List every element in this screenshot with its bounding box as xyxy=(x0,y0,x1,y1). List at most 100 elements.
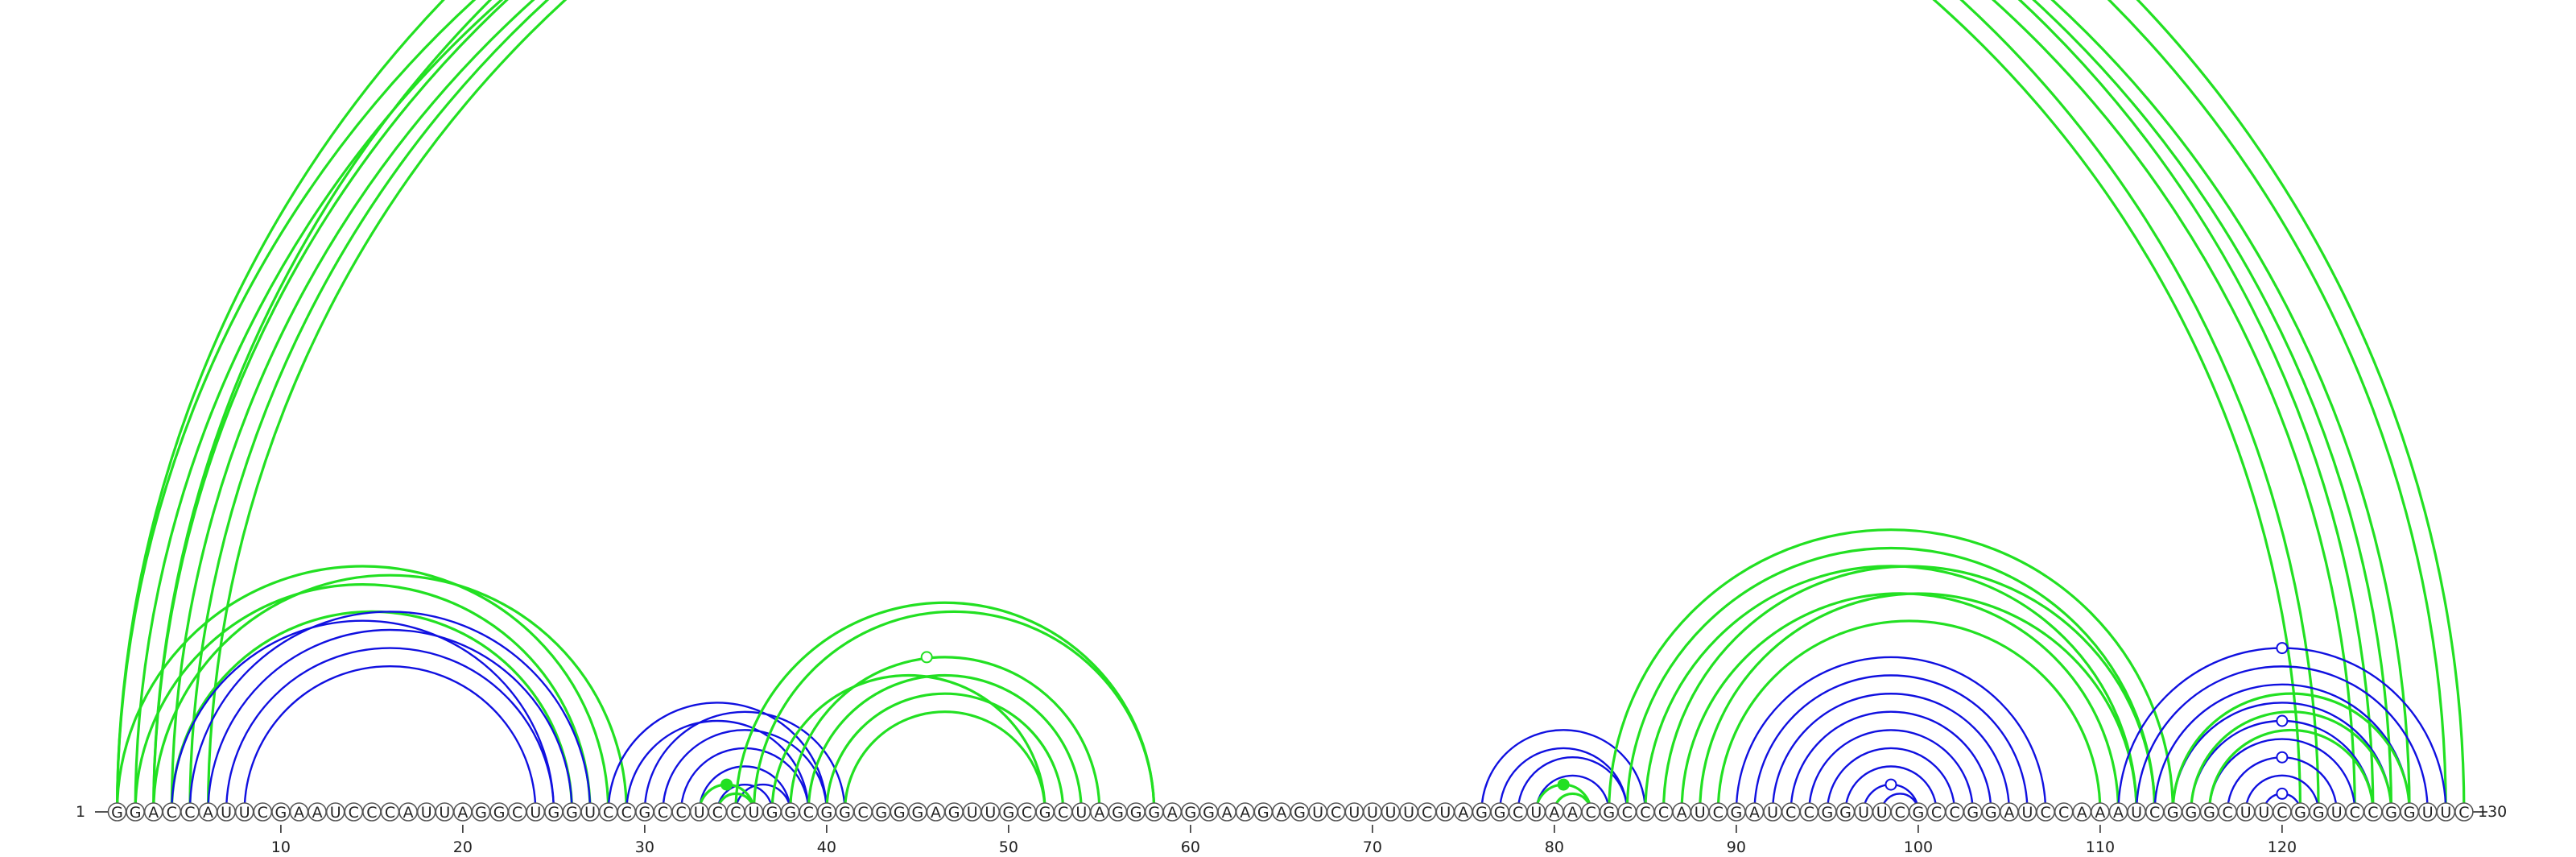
nucleotide-56: G xyxy=(1108,802,1128,822)
nucleotide-letter: G xyxy=(948,804,960,822)
blue-arc-30-41 xyxy=(643,710,846,813)
green-arc-4-124 xyxy=(170,0,2356,813)
green-arc-88-112 xyxy=(1699,592,2138,813)
nucleotide-letter: G xyxy=(2203,804,2215,822)
nucleotide-letter: C xyxy=(730,804,741,822)
nucleotide-letter: C xyxy=(1585,804,1596,822)
nucleotide-letter: A xyxy=(203,804,213,822)
nucleotide-letter: U xyxy=(1530,804,1542,822)
nucleotide-letter: A xyxy=(1240,804,1250,822)
nucleotide-letter: C xyxy=(2458,804,2469,822)
blue-arc-4-25 xyxy=(171,619,555,813)
nucleotide-83: G xyxy=(1599,802,1619,822)
nucleotide-6: A xyxy=(198,802,218,822)
nucleotide-42: C xyxy=(853,802,873,822)
nucleotide-79: U xyxy=(1526,802,1546,822)
tick-label-80: 80 xyxy=(1545,838,1564,856)
nucleotide-letter: G xyxy=(566,804,578,822)
green-arc-35-58 xyxy=(734,601,1156,813)
nucleotide-letter: C xyxy=(2058,804,2069,822)
nucleotide-letter: G xyxy=(111,804,123,822)
nucleotide-letter: C xyxy=(2040,804,2050,822)
nucleotide-92: U xyxy=(1763,802,1782,822)
nucleotide-letter: C xyxy=(603,804,613,822)
nucleotide-121: G xyxy=(2290,802,2310,822)
tick-label-40: 40 xyxy=(817,838,836,856)
nucleotide-89: C xyxy=(1708,802,1728,822)
nucleotide-61: G xyxy=(1199,802,1219,822)
nucleotide-38: G xyxy=(780,802,800,822)
nucleotide-letter: C xyxy=(1640,804,1650,822)
nucleotide-letter: C xyxy=(1022,804,1032,822)
nucleotide-30: G xyxy=(635,802,654,822)
blue-arc-91-106 xyxy=(1753,674,2029,813)
nucleotide-14: C xyxy=(344,802,364,822)
nucleotide-40: G xyxy=(817,802,836,822)
nucleotide-3: A xyxy=(143,802,163,822)
nucleotide-letter: G xyxy=(1603,804,1615,822)
nucleotide-85: C xyxy=(1636,802,1655,822)
nucleotide-115: G xyxy=(2182,802,2201,822)
nucleotide-106: U xyxy=(2017,802,2037,822)
nucleotide-15: C xyxy=(362,802,382,822)
nucleotide-54: U xyxy=(1071,802,1092,822)
nucleotide-2: G xyxy=(126,802,145,822)
nucleotide-letter: U xyxy=(1312,804,1323,822)
nucleotide-82: C xyxy=(1581,802,1600,822)
nucleotide-52: G xyxy=(1035,802,1055,822)
nucleotide-letter: U xyxy=(2331,804,2343,822)
nucleotide-25: G xyxy=(544,802,564,822)
nucleotide-74: U xyxy=(1435,802,1455,822)
nucleotide-letter: C xyxy=(2350,804,2360,822)
nucleotide-98: U xyxy=(1872,802,1892,822)
nucleotide-119: U xyxy=(2254,802,2274,822)
nucleotide-28: C xyxy=(598,802,618,822)
nucleotide-letter: C xyxy=(1713,804,1724,822)
nucleotide-112: U xyxy=(2127,802,2146,822)
blue-arc-29-39 xyxy=(625,719,810,813)
nucleotide-letter: G xyxy=(912,804,924,822)
green-arc-114-127 xyxy=(2171,692,2411,813)
nucleotide-18: U xyxy=(416,802,436,822)
nucleotide-letter: C xyxy=(167,804,177,822)
nucleotide-letter: G xyxy=(2167,804,2179,822)
nucleotide-letter: G xyxy=(2294,804,2306,822)
green-arc-3-129 xyxy=(152,0,2447,813)
green-arc-36-58 xyxy=(752,610,1156,813)
green-arc-1-122 xyxy=(115,0,2320,813)
nucleotide-letter: U xyxy=(1858,804,1869,822)
nucleotide-47: G xyxy=(944,802,964,822)
nucleotide-letter: G xyxy=(784,804,796,822)
nucleotide-36: U xyxy=(744,802,764,822)
nucleotide-90: G xyxy=(1727,802,1746,822)
nucleotide-84: C xyxy=(1617,802,1637,822)
nucleotide-letter: G xyxy=(1294,804,1306,822)
arcs-layer xyxy=(115,0,2466,813)
nucleotide-letter: G xyxy=(1003,804,1015,822)
blue-arc-92-105 xyxy=(1771,692,2011,813)
nucleotide-letter: G xyxy=(130,804,142,822)
green-arc-1-130 xyxy=(115,0,2466,813)
tick-label-90: 90 xyxy=(1727,838,1746,856)
nucleotide-letter: U xyxy=(1367,804,1378,822)
nucleotide-letter: C xyxy=(1058,804,1068,822)
nucleotide-45: G xyxy=(908,802,927,822)
nucleotide-102: C xyxy=(1945,802,1964,822)
nucleotide-44: G xyxy=(890,802,910,822)
nucleotide-letter: G xyxy=(1913,804,1925,822)
nucleotide-37: G xyxy=(762,802,782,822)
nucleotide-68: C xyxy=(1326,802,1346,822)
blue-arc-76-85 xyxy=(1480,729,1647,813)
nucleotide-105: A xyxy=(2000,802,2019,822)
nucleotide-letter: C xyxy=(2222,804,2232,822)
green-arc-39-54 xyxy=(807,673,1083,813)
tick-label-60: 60 xyxy=(1181,838,1200,856)
nucleotide-59: A xyxy=(1162,802,1183,822)
nucleotide-120: C xyxy=(2273,802,2292,822)
nucleotide-94: C xyxy=(1799,802,1819,822)
nucleotide-101: C xyxy=(1926,802,1946,822)
nucleotide-16: C xyxy=(380,802,400,822)
nucleotide-46: A xyxy=(926,802,946,822)
nucleotide-letter: A xyxy=(1276,804,1286,822)
